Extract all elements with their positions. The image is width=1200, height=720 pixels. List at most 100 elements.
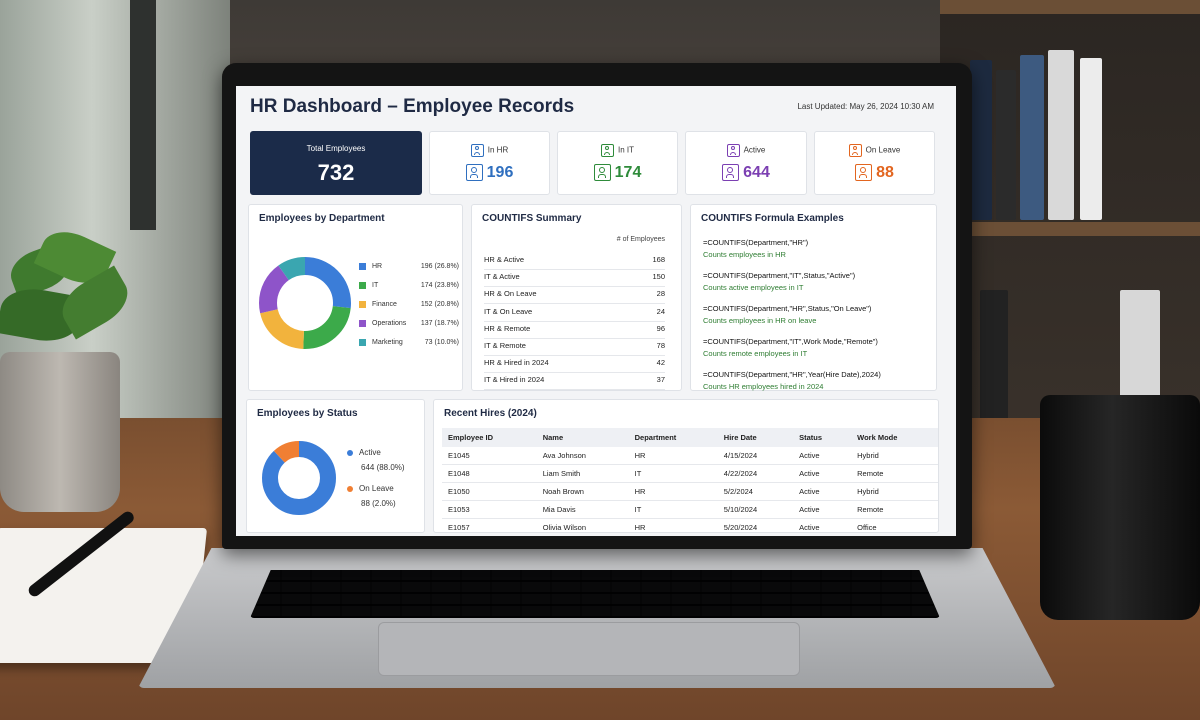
- legend-dot: [347, 485, 353, 492]
- table-row: E1057 Olivia Wilson HR 5/20/2024 Active Offic…: [442, 518, 938, 536]
- legend-item: IT 174 (23.8%): [359, 282, 459, 289]
- table-row: E1050 Noah Brown HR 5/2/2024 Active Hybrid: [442, 482, 938, 501]
- table-cell: IT: [628, 500, 718, 519]
- person-icon: [465, 164, 483, 182]
- table-cell: HR: [628, 518, 718, 536]
- laptop-keyboard: [250, 570, 940, 618]
- formula-description: Counts HR employees hired in 2024: [703, 382, 824, 391]
- kpi-in-hr: In HR 196: [429, 131, 550, 195]
- status-donut-chart: [262, 441, 336, 515]
- summary-value: 78: [656, 341, 665, 350]
- panel-recent-hires: Recent Hires (2024) Employee ID Name Depar…: [433, 399, 939, 536]
- legend-value: 644 (88.0%): [361, 463, 405, 472]
- formula-text: =COUNTIFS(Department,"IT",Work Mode,"Rem…: [703, 337, 878, 346]
- column-header: Department: [628, 428, 718, 447]
- summary-row: IT & Active 150: [484, 270, 665, 288]
- panel-formula-examples: COUNTIFS Formula Examples =COUNTIFS(Depa…: [690, 204, 937, 391]
- summary-row: IT & Remote 78: [484, 339, 665, 356]
- summary-value: 168: [652, 255, 665, 264]
- column-header: Name: [536, 428, 629, 447]
- summary-label: IT & Hired in 2024: [484, 375, 545, 385]
- laptop-screen: HR Dashboard – Employee Records Last Upd…: [236, 86, 956, 536]
- laptop-touchpad: [378, 622, 800, 676]
- kpi-value: 644: [743, 164, 770, 181]
- legend-item: Operations 137 (18.7%): [359, 320, 459, 327]
- kpi-value: 196: [486, 164, 514, 181]
- table-cell: E1057: [442, 518, 537, 536]
- formula-item: =COUNTIFS(Department,"HR",Year(Hire Date…: [703, 370, 881, 391]
- person-icon: [470, 144, 484, 157]
- table-cell: Noah Brown: [536, 482, 629, 501]
- formula-text: =COUNTIFS(Department,"HR"): [703, 238, 809, 247]
- department-slice-operations: [259, 257, 351, 349]
- legend-swatch: [359, 263, 366, 270]
- panel-title: Employees by Status: [257, 408, 358, 419]
- person-icon: [600, 144, 614, 157]
- legend-value: 196 (26.8%): [420, 263, 459, 270]
- table-cell: Ava Johnson: [536, 447, 629, 465]
- legend-value: 174 (23.8%): [420, 282, 459, 289]
- panel-department: Employees by Department HR 196 (26.8%) IT 1…: [248, 204, 463, 391]
- department-donut-chart: [259, 257, 351, 349]
- summary-value: 150: [652, 272, 665, 282]
- formula-item: =COUNTIFS(Department,"HR") Counts employe…: [703, 238, 808, 259]
- person-icon: [722, 164, 740, 182]
- table-cell: Active: [793, 518, 852, 536]
- table-cell: Hybrid: [851, 482, 938, 501]
- person-icon: [855, 164, 873, 182]
- legend-label: IT: [372, 282, 379, 289]
- table-cell: 5/2/2024: [717, 482, 794, 501]
- formula-text: =COUNTIFS(Department,"IT",Status,"Active…: [703, 271, 856, 280]
- kpi-label: On Leave: [865, 145, 901, 155]
- table-cell: E1053: [442, 500, 537, 519]
- department-slice-marketing: [259, 257, 351, 349]
- panel-status: Employees by Status Active 644 (88.0%) On …: [246, 399, 425, 533]
- summary-value: 28: [656, 289, 665, 299]
- panel-title: Employees by Department: [259, 213, 385, 224]
- table-row: E1053 Mia Davis IT 5/10/2024 Active Remote: [442, 500, 938, 519]
- legend-value: 73 (10.0%): [424, 339, 459, 346]
- last-updated: Last Updated: May 26, 2024 10:30 AM: [797, 102, 934, 111]
- column-header: Hire Date: [717, 428, 794, 447]
- kpi-value: 732: [317, 160, 355, 185]
- panel-title: COUNTIFS Summary: [482, 213, 582, 224]
- panel-countifs-summary: COUNTIFS Summary # of Employees HR & Act…: [471, 204, 682, 391]
- formula-item: =COUNTIFS(Department,"IT",Status,"Active…: [703, 271, 855, 292]
- legend-item: On Leave 88 (2.0%): [347, 484, 396, 508]
- legend-label: Finance: [372, 301, 397, 308]
- legend-dot: [347, 449, 353, 456]
- summary-value: 37: [656, 375, 665, 385]
- summary-label: IT & On Leave: [484, 306, 533, 316]
- summary-row: HR & On Leave 28: [484, 287, 665, 305]
- summary-row: HR & Active 168: [484, 253, 665, 270]
- legend-item: Active 644 (88.0%): [347, 448, 405, 472]
- kpi-label: Total Employees: [306, 144, 366, 153]
- legend-item: HR 196 (26.8%): [359, 263, 459, 270]
- formula-description: Counts employees in HR: [703, 250, 786, 259]
- background-bookshelf: [940, 0, 1200, 470]
- summary-value: 24: [656, 306, 665, 316]
- department-slice-it: [259, 257, 351, 349]
- legend-item: Marketing 73 (10.0%): [359, 339, 459, 346]
- table-cell: 4/15/2024: [717, 447, 794, 465]
- table-row: E1048 Liam Smith IT 4/22/2024 Active Remote: [442, 464, 938, 483]
- recent-hires-table: Employee ID Name Department Hire Date Status…: [442, 428, 938, 536]
- table-cell: E1050: [442, 482, 537, 501]
- legend-value: 88 (2.0%): [361, 499, 396, 508]
- table-cell: 5/20/2024: [717, 518, 794, 536]
- summary-row: HR & Remote 96: [484, 322, 665, 339]
- summary-label: HR & Remote: [484, 323, 531, 333]
- table-cell: HR: [628, 447, 718, 465]
- legend-item: Finance 152 (20.8%): [359, 301, 459, 308]
- formula-description: Counts remote employees in IT: [703, 349, 808, 358]
- summary-row: HR & Hired in 2024 42: [484, 356, 665, 374]
- panel-title: Recent Hires (2024): [444, 408, 537, 419]
- legend-swatch: [359, 282, 366, 289]
- status-slice-active: [262, 441, 336, 515]
- table-cell: Active: [793, 482, 852, 501]
- legend-value: 137 (18.7%): [420, 320, 459, 327]
- summary-row: IT & On Leave 24: [484, 305, 665, 322]
- summary-label: IT & Remote: [484, 341, 526, 350]
- legend-label: HR: [372, 263, 383, 270]
- kpi-total-employees: Total Employees 732: [250, 131, 422, 195]
